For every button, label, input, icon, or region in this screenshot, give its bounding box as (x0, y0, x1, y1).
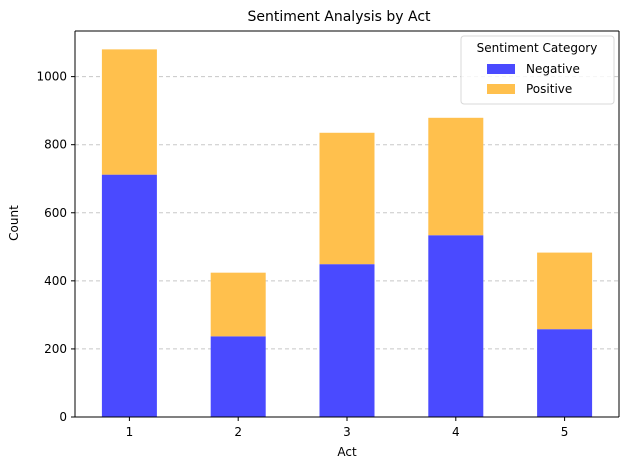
y-axis-label: Count (7, 205, 21, 241)
bar-negative-act-5 (537, 329, 593, 417)
chart-title: Sentiment Analysis by Act (247, 9, 431, 25)
legend: Sentiment Category Negative Positive (460, 35, 615, 105)
x-tick-label-4: 4 (452, 425, 460, 439)
bar-negative-act-3 (319, 264, 375, 417)
y-tick-label-400: 400 (44, 274, 67, 288)
x-tick-label-3: 3 (343, 425, 351, 439)
bar-negative-act-1 (101, 174, 157, 417)
bar-positive-act-1 (101, 49, 157, 175)
x-tick-label-1: 1 (126, 425, 134, 439)
bar-positive-act-2 (210, 272, 266, 337)
legend-swatch-positive (487, 84, 515, 94)
x-tick-label-2: 2 (234, 425, 242, 439)
bars-layer (101, 49, 593, 417)
legend-swatch-negative (487, 64, 515, 74)
legend-items: Negative Positive (487, 62, 580, 96)
bar-negative-act-4 (428, 235, 484, 417)
y-ticks: 0 200 400 600 800 1000 (36, 70, 75, 424)
x-tick-label-5: 5 (561, 425, 569, 439)
legend-label-positive: Positive (526, 82, 572, 96)
bar-positive-act-3 (319, 132, 375, 265)
y-tick-label-200: 200 (44, 342, 67, 356)
bar-negative-act-2 (210, 336, 266, 417)
y-tick-label-1000: 1000 (36, 70, 67, 84)
y-tick-label-0: 0 (59, 410, 67, 424)
y-tick-label-600: 600 (44, 206, 67, 220)
legend-title: Sentiment Category (477, 41, 598, 55)
bar-positive-act-4 (428, 117, 484, 236)
bar-positive-act-5 (537, 252, 593, 330)
y-tick-label-800: 800 (44, 138, 67, 152)
x-ticks: 1 2 3 4 5 (126, 417, 569, 439)
x-axis-label: Act (337, 445, 357, 459)
legend-label-negative: Negative (526, 62, 580, 76)
